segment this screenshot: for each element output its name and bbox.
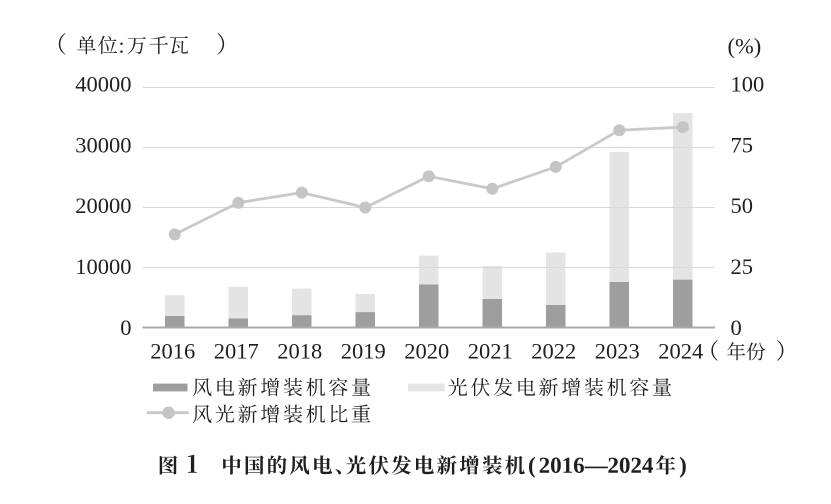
legend-label-solar xyxy=(448,377,672,397)
left-axis-tick-20000: 20000 xyxy=(75,193,131,218)
left-axis-unit-label-glyphs xyxy=(58,33,225,55)
x-axis-line xyxy=(142,326,715,329)
bar-solar-2024 xyxy=(673,113,693,280)
share-marker-2016 xyxy=(168,228,181,241)
legend-swatches-layer xyxy=(146,383,445,419)
x-axis-tick-2023: 2023 xyxy=(595,338,640,363)
share-marker-2024 xyxy=(676,121,689,134)
left-axis-tick-10000: 10000 xyxy=(75,254,131,279)
bar-solar-2021 xyxy=(482,266,502,299)
x-axis-tick-2021: 2021 xyxy=(468,338,513,363)
bars-layer xyxy=(165,113,693,328)
x-axis-tick-2024: 2024 xyxy=(658,338,703,363)
legend-label-share-glyphs xyxy=(192,404,371,423)
bar-solar-2019 xyxy=(355,293,375,313)
bar-solar-2023 xyxy=(609,151,629,282)
share-marker-2019 xyxy=(359,201,372,214)
legend-label-wind-glyphs xyxy=(192,377,371,397)
share-marker-2022 xyxy=(549,160,562,173)
figure-caption xyxy=(159,454,686,478)
bar-wind-2016 xyxy=(165,315,185,328)
right-axis-tick-0: 0 xyxy=(731,315,742,340)
bar-wind-2022 xyxy=(546,304,566,328)
legend-swatch-share-marker xyxy=(162,406,175,419)
left-axis-tick-40000: 40000 xyxy=(75,71,131,96)
share-marker-2023 xyxy=(613,124,626,137)
x-axis-label xyxy=(711,340,784,361)
share-marker-2017 xyxy=(232,196,245,209)
x-axis-tick-2017: 2017 xyxy=(214,338,259,363)
right-axis-tick-100: 100 xyxy=(731,71,765,96)
legend-swatch-solar xyxy=(408,383,445,392)
bar-wind-2017 xyxy=(228,318,248,328)
bar-solar-2016 xyxy=(165,295,185,316)
share-marker-2020 xyxy=(422,170,435,183)
legend-label-solar-glyphs xyxy=(448,377,672,397)
x-axis-line-layer xyxy=(142,326,715,329)
bar-wind-2024 xyxy=(673,279,693,328)
figure-caption-glyphs xyxy=(159,454,686,478)
bar-solar-2022 xyxy=(546,252,566,305)
legend-label-share xyxy=(192,404,371,423)
bar-solar-2018 xyxy=(292,288,312,316)
x-axis-tick-2016: 2016 xyxy=(150,338,195,363)
x-axis-tick-2019: 2019 xyxy=(341,338,386,363)
share-line-layer xyxy=(168,121,689,241)
bar-wind-2019 xyxy=(355,312,375,328)
bar-wind-2020 xyxy=(419,284,439,328)
axis-tick-labels-layer: 0 10000 20000 30000 40000 0 25 50 75 100 2016 2017 2… xyxy=(75,71,764,363)
left-axis-unit-label xyxy=(58,33,225,55)
bar-solar-2020 xyxy=(419,255,439,285)
legend-swatch-wind xyxy=(153,383,188,392)
x-axis-tick-2022: 2022 xyxy=(531,338,576,363)
x-axis-label-glyphs xyxy=(711,340,784,361)
left-axis-tick-30000: 30000 xyxy=(75,132,131,157)
bar-wind-2018 xyxy=(292,315,312,328)
share-marker-2021 xyxy=(486,182,499,195)
bar-wind-2023 xyxy=(609,281,629,328)
right-axis-unit-label: (%) xyxy=(728,34,762,59)
left-axis-tick-0: 0 xyxy=(120,315,131,340)
x-axis-tick-2020: 2020 xyxy=(404,338,449,363)
bar-solar-2017 xyxy=(228,286,248,319)
right-axis-tick-25: 25 xyxy=(731,254,754,279)
legend-label-wind xyxy=(192,377,371,397)
right-axis-tick-50: 50 xyxy=(731,193,754,218)
share-marker-2018 xyxy=(295,186,308,199)
right-axis-tick-75: 75 xyxy=(731,132,754,157)
x-axis-tick-2018: 2018 xyxy=(277,338,322,363)
bar-wind-2021 xyxy=(482,298,502,328)
